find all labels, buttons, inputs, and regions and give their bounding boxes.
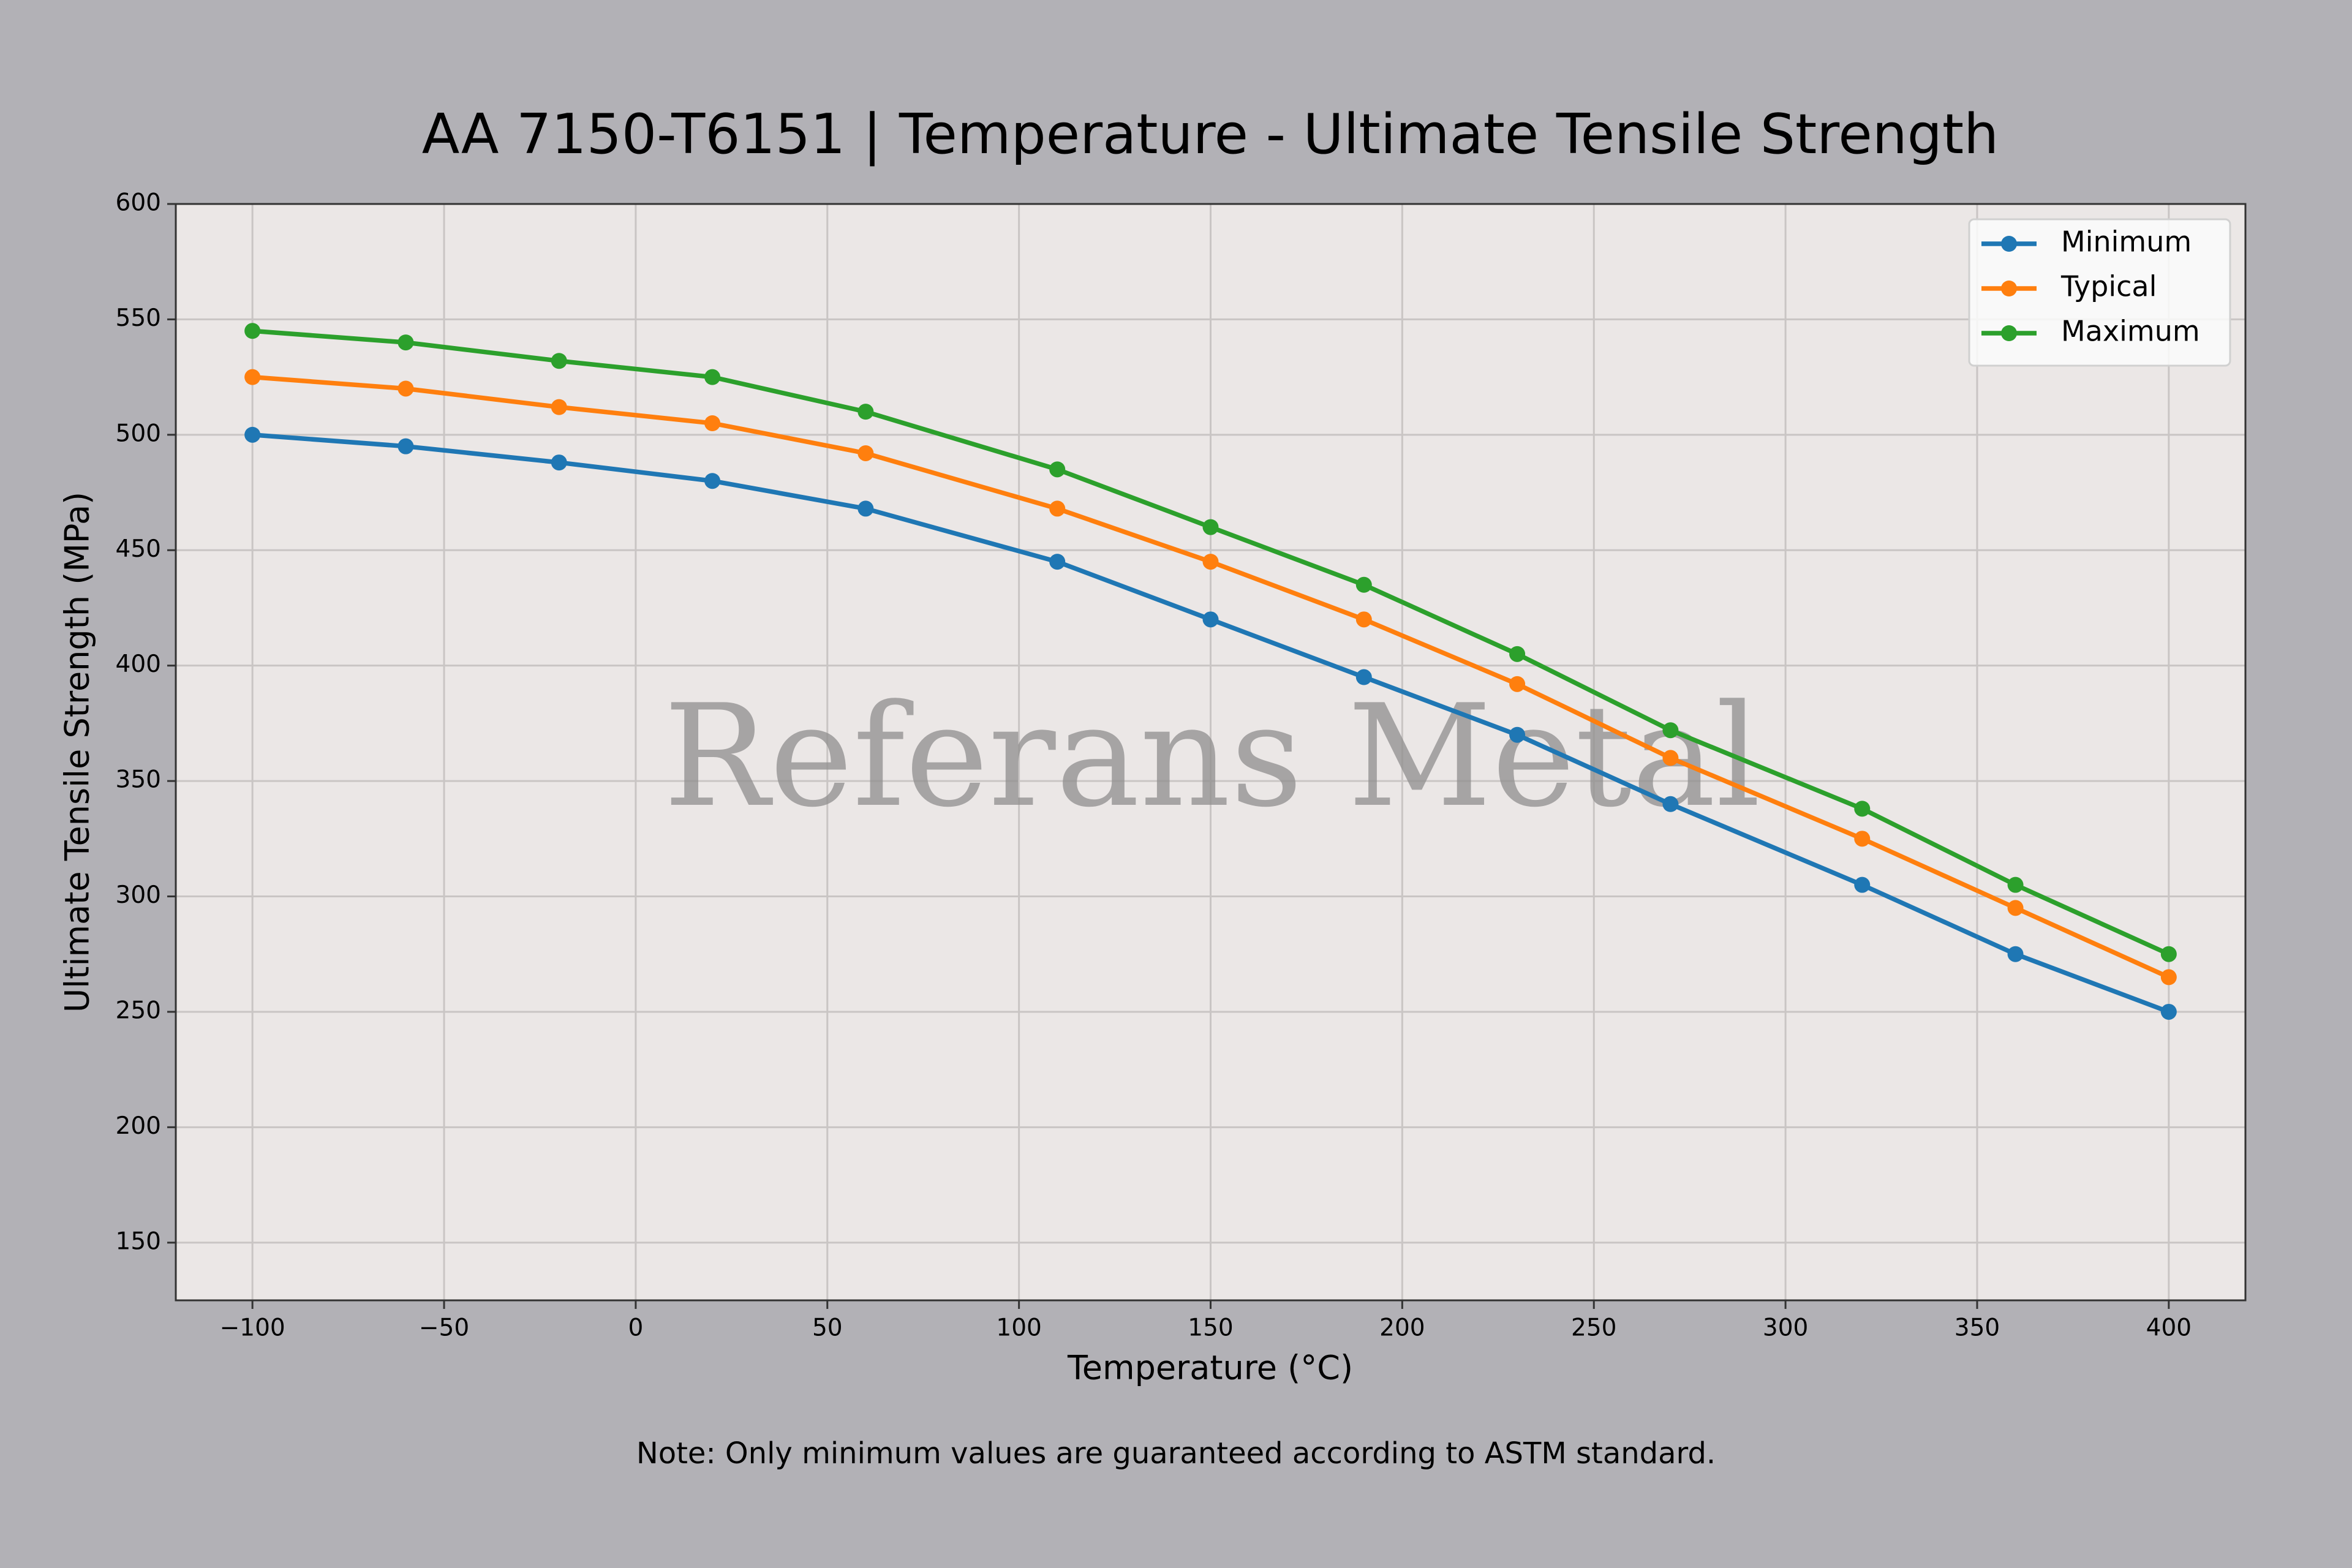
data-point — [1202, 554, 1219, 570]
x-axis-label: Temperature (°C) — [1067, 1349, 1353, 1387]
x-tick-label: 100 — [996, 1314, 1041, 1342]
data-point — [858, 500, 874, 517]
data-point — [244, 369, 261, 385]
data-point — [1509, 646, 1526, 662]
data-point — [2160, 1003, 2177, 1020]
x-tick-label: 250 — [1571, 1314, 1616, 1342]
data-point — [1355, 611, 1372, 628]
y-tick-label: 150 — [116, 1227, 161, 1255]
data-point — [858, 445, 874, 461]
data-point — [551, 454, 567, 471]
x-tick-label: 50 — [812, 1314, 843, 1342]
x-tick-label: 200 — [1379, 1314, 1425, 1342]
legend-box — [1968, 218, 2231, 367]
data-point — [1662, 750, 1679, 766]
legend-marker — [2001, 325, 2017, 341]
y-tick-label: 300 — [116, 881, 161, 909]
x-tick-label: 400 — [2146, 1314, 2192, 1342]
data-point — [1202, 519, 1219, 535]
x-tick-label: 150 — [1188, 1314, 1233, 1342]
y-axis-label: Ultimate Tensile Strength (MPa) — [58, 492, 97, 1012]
y-tick-label: 400 — [116, 650, 161, 678]
x-tick-label: −50 — [419, 1314, 469, 1342]
data-point — [704, 369, 721, 385]
legend-label: Typical — [2060, 270, 2157, 303]
watermark: Referans Metal — [663, 675, 1761, 839]
data-point — [1049, 500, 1066, 517]
data-point — [2007, 946, 2024, 962]
data-point — [1202, 611, 1219, 628]
data-point — [551, 353, 567, 369]
data-point — [704, 415, 721, 431]
data-point — [398, 438, 414, 454]
legend-marker — [2001, 236, 2017, 252]
legend-label: Maximum — [2061, 315, 2200, 348]
data-point — [398, 380, 414, 397]
data-point — [398, 334, 414, 351]
y-tick-label: 250 — [116, 997, 161, 1024]
legend-marker — [2001, 281, 2017, 296]
data-point — [244, 426, 261, 443]
data-point — [2007, 876, 2024, 893]
y-tick-label: 200 — [116, 1112, 161, 1140]
y-tick-label: 550 — [116, 304, 161, 332]
y-tick-label: 600 — [116, 189, 161, 217]
data-point — [244, 323, 261, 339]
data-point — [1854, 801, 1871, 817]
data-point — [1854, 831, 1871, 847]
x-tick-label: 300 — [1763, 1314, 1808, 1342]
data-point — [2007, 900, 2024, 916]
y-tick-label: 450 — [116, 535, 161, 563]
y-tick-label: 350 — [116, 766, 161, 794]
data-point — [551, 399, 567, 415]
chart-title: AA 7150-T6151 | Temperature - Ultimate T… — [422, 102, 1999, 167]
data-point — [1355, 576, 1372, 593]
data-point — [1509, 726, 1526, 743]
series — [244, 323, 2177, 1020]
data-point — [1509, 676, 1526, 692]
data-point — [1049, 554, 1066, 570]
data-point — [2160, 969, 2177, 986]
note: Note: Only minimum values are guaranteed… — [636, 1436, 1716, 1471]
legend: Minimum Typical Maximum — [1968, 218, 2231, 367]
x-tick-label: −100 — [220, 1314, 285, 1342]
data-point — [1662, 796, 1679, 812]
data-point — [2160, 946, 2177, 962]
data-point — [1049, 461, 1066, 478]
data-point — [1662, 722, 1679, 739]
y-tick-label: 500 — [116, 420, 161, 447]
data-point — [858, 404, 874, 420]
x-tick-label: 0 — [628, 1314, 643, 1342]
data-point — [1355, 669, 1372, 685]
legend-label: Minimum — [2061, 225, 2192, 258]
data-point — [1854, 876, 1871, 893]
x-tick-label: 350 — [1954, 1314, 2000, 1342]
data-point — [704, 473, 721, 489]
